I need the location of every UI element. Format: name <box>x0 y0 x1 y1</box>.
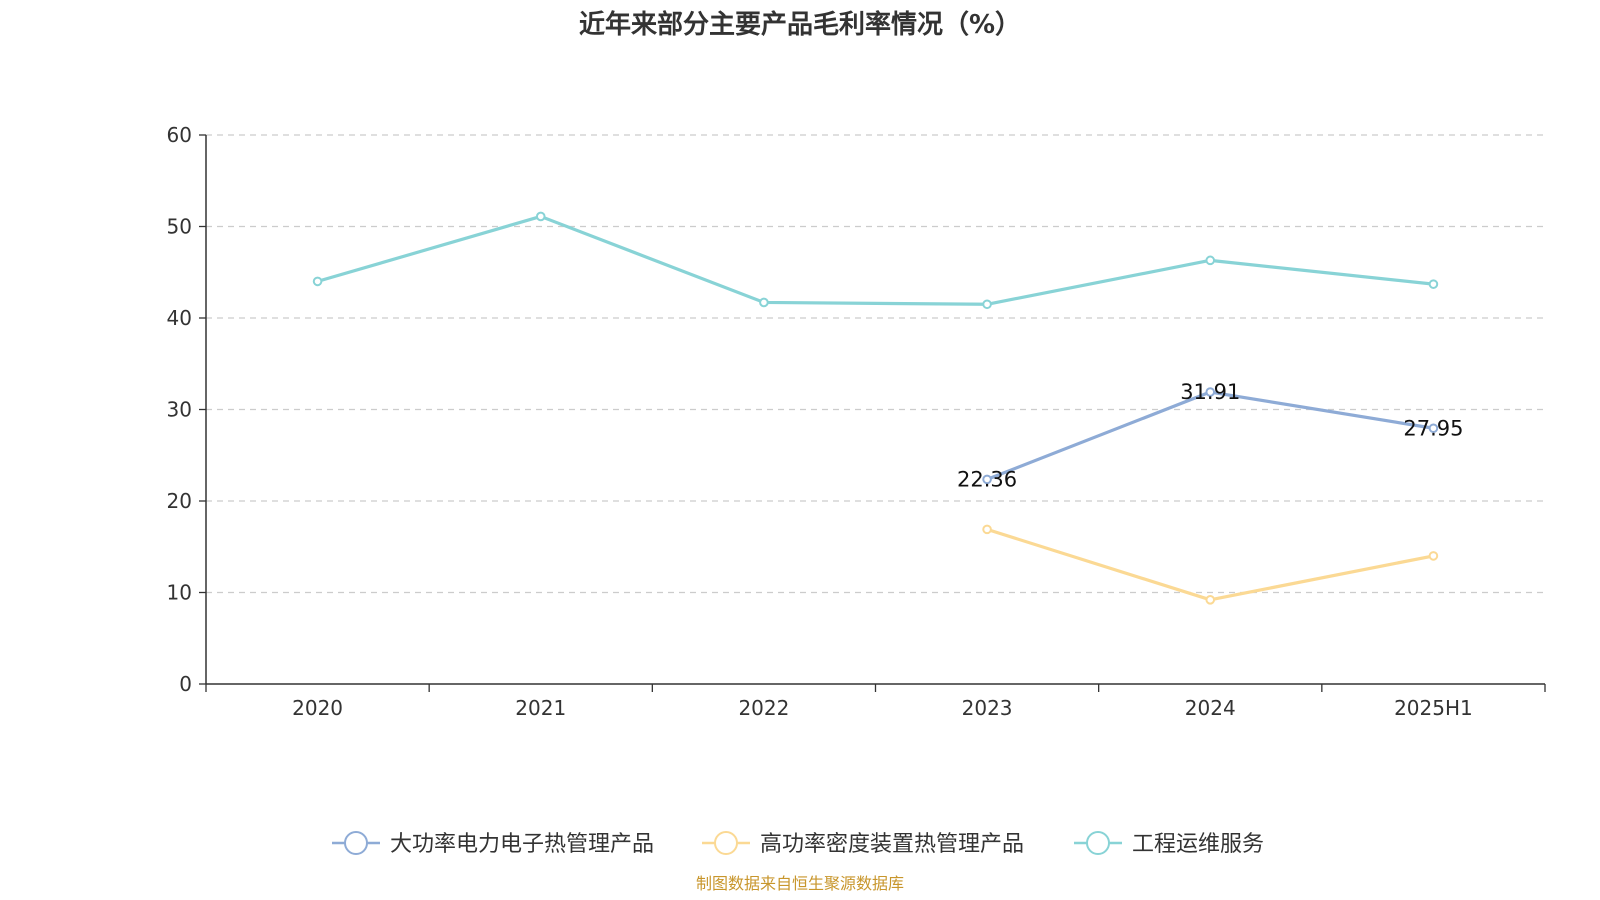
y-tick-label: 20 <box>167 489 192 513</box>
data-point <box>982 474 992 485</box>
data-point <box>982 299 992 310</box>
y-tick-label: 10 <box>167 581 192 605</box>
legend-marker <box>344 831 368 855</box>
y-tick-label: 40 <box>167 306 192 330</box>
data-label: 22.36 <box>957 467 1017 491</box>
series-0 <box>982 387 1439 485</box>
data-point <box>1428 279 1439 289</box>
data-labels: 22.36 31.91 27.95 <box>957 380 1463 491</box>
legend-marker <box>714 831 738 855</box>
chart-title: 近年来部分主要产品毛利率情况（%） <box>579 9 1021 40</box>
legend-item: 工程运维服务 <box>1074 831 1264 857</box>
x-tick-label: 2025H1 <box>1394 696 1473 720</box>
series-2 <box>312 211 1439 310</box>
legend-label: 高功率密度装置热管理产品 <box>760 832 1024 857</box>
data-label: 31.91 <box>1180 380 1240 404</box>
series-1 <box>982 524 1439 605</box>
x-tick-label: 2022 <box>738 696 789 720</box>
data-label: 27.95 <box>1403 416 1463 440</box>
data-point <box>535 211 546 222</box>
grid-lines <box>206 134 1545 594</box>
data-point <box>982 524 992 535</box>
data-point <box>1205 595 1216 605</box>
series-line <box>317 214 1434 306</box>
axes: 0 10 20 30 40 50 60 2020 2021 2022 2023 2024 2025H1 <box>167 123 1546 720</box>
y-tick-label: 30 <box>167 398 192 422</box>
source-note: 制图数据来自恒生聚源数据库 <box>696 874 904 893</box>
x-tick-label: 2023 <box>962 696 1013 720</box>
data-point <box>1428 423 1439 434</box>
legend-item: 大功率电力电子热管理产品 <box>332 831 654 857</box>
legend-marker <box>1086 831 1110 855</box>
legend-label: 大功率电力电子热管理产品 <box>390 832 654 857</box>
legend: 大功率电力电子热管理产品 高功率密度装置热管理产品 工程运维服务 <box>332 831 1264 857</box>
y-tick-label: 60 <box>167 123 192 147</box>
x-tick-label: 2021 <box>515 696 566 720</box>
data-point <box>1428 551 1439 561</box>
data-point <box>1205 387 1216 397</box>
series-layer <box>312 211 1439 605</box>
data-point <box>312 276 323 287</box>
x-tick-label: 2020 <box>292 696 343 720</box>
x-tick-label: 2024 <box>1185 696 1236 720</box>
series-line <box>986 527 1434 602</box>
data-point <box>759 297 769 308</box>
y-tick-label: 50 <box>167 215 192 239</box>
legend-label: 工程运维服务 <box>1132 832 1264 857</box>
legend-item: 高功率密度装置热管理产品 <box>702 831 1024 857</box>
series-line <box>986 390 1434 481</box>
y-tick-label: 0 <box>179 672 192 696</box>
data-point <box>1205 255 1216 266</box>
